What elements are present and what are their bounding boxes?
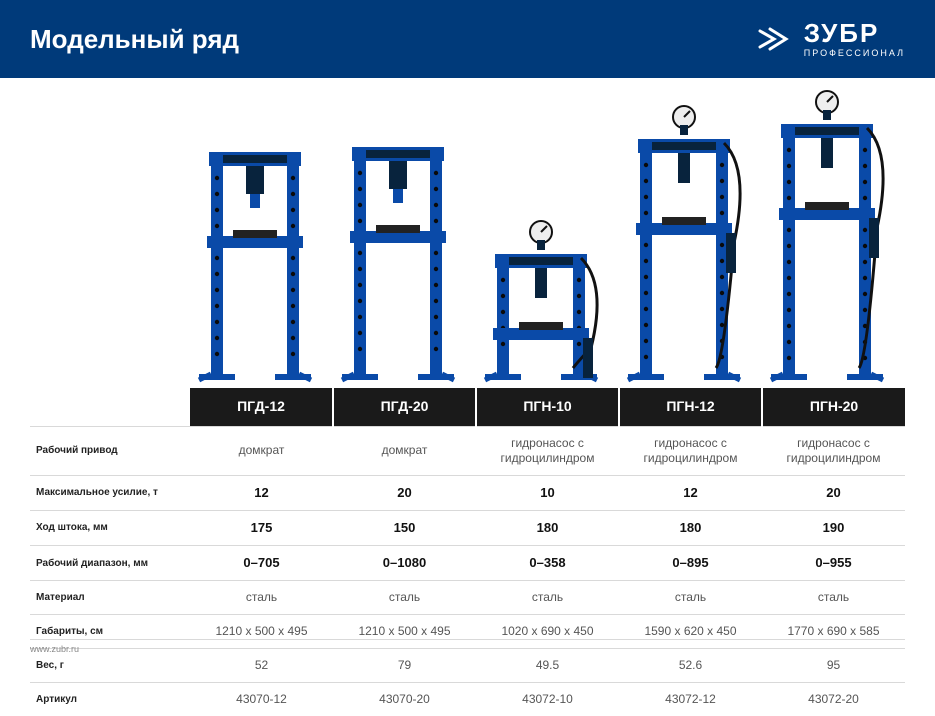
page-title: Модельный ряд <box>30 24 239 55</box>
content-area: ПГД-12ПГД-20ПГН-10ПГН-12ПГН-20 Рабочий пр… <box>0 78 935 716</box>
product-image <box>619 103 762 388</box>
spec-cell: 43072-12 <box>619 683 762 716</box>
spec-cell: 180 <box>476 510 619 545</box>
product-image <box>476 218 619 388</box>
model-name-cell: ПГД-20 <box>333 388 476 426</box>
spec-cell: сталь <box>619 581 762 615</box>
spec-cell: 0–1080 <box>333 546 476 581</box>
spec-row-label: Материал <box>30 581 190 615</box>
spec-cell: 10 <box>476 475 619 510</box>
spec-cell: 43070-12 <box>190 683 333 716</box>
brand: ЗУБР ПРОФЕССИОНАЛ <box>754 19 905 59</box>
header-bar: Модельный ряд ЗУБР ПРОФЕССИОНАЛ <box>0 0 935 78</box>
brand-subtitle: ПРОФЕССИОНАЛ <box>804 49 905 58</box>
spec-cell: 43072-10 <box>476 683 619 716</box>
spec-cell: 180 <box>619 510 762 545</box>
spec-cell: 0–955 <box>762 546 905 581</box>
spec-cell: домкрат <box>333 426 476 475</box>
spec-row-label: Рабочий привод <box>30 426 190 475</box>
product-image <box>762 88 905 388</box>
spec-cell: гидронасос с гидроцилиндром <box>762 426 905 475</box>
spec-cell: 12 <box>619 475 762 510</box>
spec-cell: 43070-20 <box>333 683 476 716</box>
spec-row-label <box>30 388 190 426</box>
footer-url: www.zubr.ru <box>30 639 905 654</box>
brand-name: ЗУБР <box>804 20 905 46</box>
spec-row-label: Артикул <box>30 683 190 716</box>
spec-cell: сталь <box>762 581 905 615</box>
spec-cell: сталь <box>476 581 619 615</box>
spec-row-label: Ход штока, мм <box>30 510 190 545</box>
product-image <box>190 138 333 388</box>
product-image-row <box>30 78 905 388</box>
spec-table: ПГД-12ПГД-20ПГН-10ПГН-12ПГН-20 Рабочий пр… <box>30 388 905 716</box>
spec-cell: 175 <box>190 510 333 545</box>
model-name-cell: ПГН-10 <box>476 388 619 426</box>
model-name-cell: ПГД-12 <box>190 388 333 426</box>
spec-cell: 150 <box>333 510 476 545</box>
spec-row-label: Рабочий диапазон, мм <box>30 546 190 581</box>
spec-cell: домкрат <box>190 426 333 475</box>
spec-cell: 0–358 <box>476 546 619 581</box>
spec-cell: 20 <box>333 475 476 510</box>
spec-cell: 12 <box>190 475 333 510</box>
model-name-cell: ПГН-20 <box>762 388 905 426</box>
spec-cell: 0–895 <box>619 546 762 581</box>
spec-cell: сталь <box>190 581 333 615</box>
brand-logo-icon <box>754 19 794 59</box>
spec-cell: гидронасос с гидроцилиндром <box>476 426 619 475</box>
spec-cell: 43072-20 <box>762 683 905 716</box>
product-image <box>333 133 476 388</box>
spec-row-label: Максимальное усилие, т <box>30 475 190 510</box>
model-name-cell: ПГН-12 <box>619 388 762 426</box>
spec-cell: гидронасос с гидроцилиндром <box>619 426 762 475</box>
spec-cell: 0–705 <box>190 546 333 581</box>
spec-cell: сталь <box>333 581 476 615</box>
spec-cell: 190 <box>762 510 905 545</box>
spec-cell: 20 <box>762 475 905 510</box>
